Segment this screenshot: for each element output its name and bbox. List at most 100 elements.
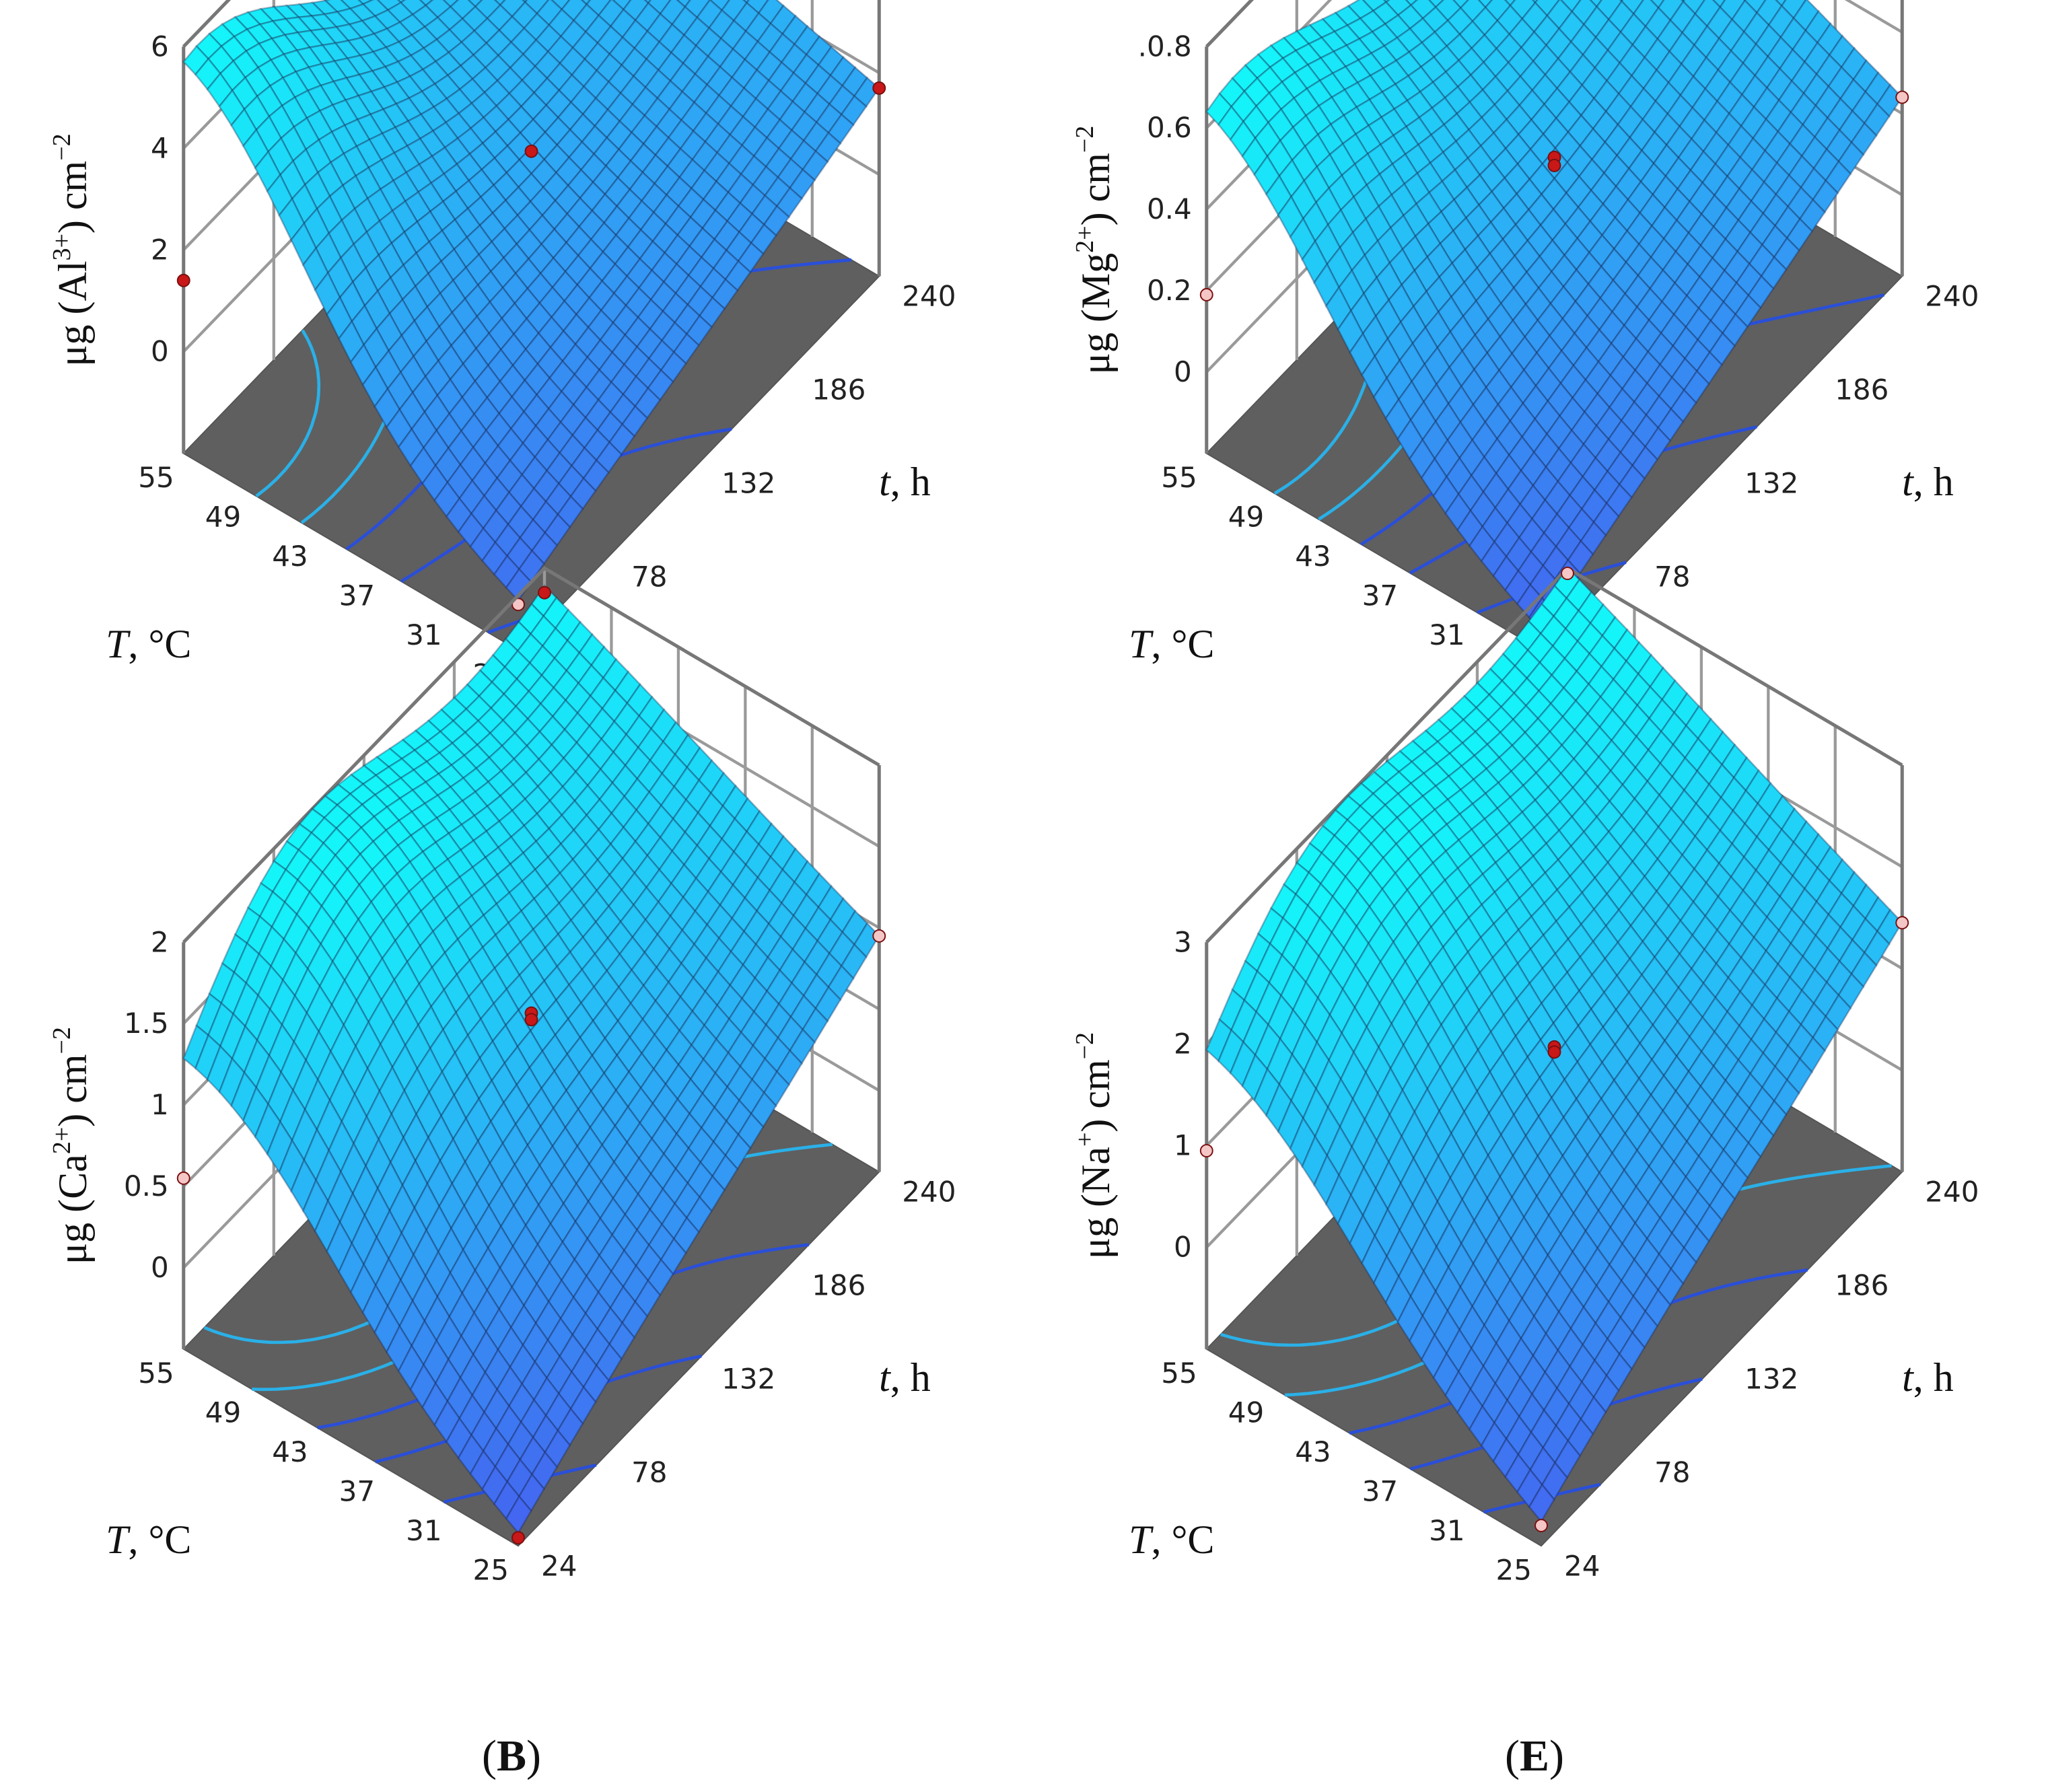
- surface-facet: [660, 351, 687, 384]
- z-tick-label: 0.2: [1147, 274, 1192, 307]
- panel-b: 0 0.5 1 1.5 2 24 78 132 186 240 25 31 37 43 49 55 t, h T,…: [0, 566, 1023, 1791]
- y-tick-label: 49: [205, 500, 241, 533]
- surface-facet: [1686, 244, 1714, 279]
- contour-line: [255, 329, 321, 498]
- surface-facet: [207, 44, 235, 75]
- panel-a: 02462478132186240253137434955t, hT, °Cμg…: [0, 0, 1023, 896]
- x-tick-label: 132: [721, 466, 775, 499]
- x-axis-title: t, h: [1902, 460, 1954, 504]
- surface-facet: [207, 1001, 235, 1048]
- surface-facet: [750, 1091, 777, 1128]
- design-point: [1534, 1519, 1548, 1532]
- tick-labels: 0 0.5 1 1.5 2 24 78 132 186 240 25 31 37 43 49 55: [124, 925, 956, 1586]
- surface-facet: [419, 0, 434, 7]
- y-tick-label: 43: [1295, 1435, 1331, 1468]
- response-surface: [1205, 0, 1903, 633]
- surface-facet: [1685, 1120, 1713, 1158]
- surface-facet: [731, 896, 759, 933]
- surface-facet: [1329, 142, 1356, 177]
- x-tick-label: 24: [541, 1549, 577, 1582]
- surface-facet: [691, 990, 719, 1027]
- design-points: [176, 81, 886, 612]
- surface-facet: [1244, 932, 1271, 973]
- wall-frame: [182, 566, 880, 944]
- surface-facet: [467, 0, 483, 8]
- design-point: [176, 1171, 190, 1185]
- surface-facet: [1531, 0, 1539, 5]
- surface-facet: [1317, 931, 1345, 974]
- y-axis-title: T, °C: [106, 622, 191, 666]
- surface-facet: [294, 66, 322, 92]
- design-point: [524, 144, 538, 158]
- panel-caption: (B): [482, 1731, 541, 1781]
- z-tick-label: 0.5: [124, 1170, 169, 1203]
- surface-facet: [219, 1012, 246, 1061]
- surface-facet: [1650, 0, 1665, 9]
- surface-facet: [827, 113, 855, 145]
- x-tick-label: 78: [1654, 560, 1690, 593]
- surface-facet: [493, 0, 506, 7]
- y-tick-label: 43: [1295, 540, 1331, 573]
- svg-text:μg (Na+) cm−2: μg (Na+) cm−2: [1071, 1032, 1118, 1259]
- panel-caption: (E): [1505, 1731, 1564, 1781]
- surface-facet: [1265, 1083, 1292, 1134]
- z-axis-title: μg (Mg2+) cm−2: [1071, 126, 1118, 375]
- surface-facet: [1452, 0, 1470, 9]
- x-tick-label: 240: [1925, 280, 1979, 313]
- x-tick-label: 186: [812, 373, 866, 406]
- surface-facet: [1427, 0, 1445, 9]
- surface-facet: [1668, 31, 1695, 66]
- surface-facet: [1344, 59, 1372, 84]
- surface-facet: [1790, 921, 1817, 958]
- surface-facet: [349, 343, 377, 386]
- surface-facet: [1242, 104, 1270, 140]
- surface-facet: [306, 110, 333, 141]
- surface-facet: [1230, 89, 1258, 123]
- design-point: [1895, 90, 1909, 104]
- surface-facet: [790, 110, 818, 143]
- surface-facet: [242, 1085, 269, 1139]
- z-tick-label: 0: [1174, 1231, 1192, 1264]
- surface-facet: [1619, 0, 1624, 3]
- z-tick-label: 2: [151, 925, 169, 958]
- surface-facet: [259, 859, 287, 894]
- z-tick-label: 3: [1174, 925, 1192, 958]
- response-surface: [1205, 566, 1903, 1524]
- surface-facet: [1329, 987, 1356, 1035]
- surface-facet: [1714, 976, 1742, 1013]
- design-point: [1561, 567, 1574, 581]
- surface-facet: [1852, 59, 1880, 94]
- surface-plot-d: 00.20.40.6.0.82478132186240253137434955t…: [1071, 0, 1979, 885]
- x-tick-label: 132: [1744, 466, 1798, 499]
- y-axis-title: T, °C: [1129, 1517, 1214, 1562]
- x-tick-label: 240: [902, 280, 956, 313]
- surface-facet: [657, 882, 684, 918]
- y-tick-label: 55: [138, 1357, 174, 1390]
- surface-facet: [1253, 1067, 1281, 1118]
- surface-facet: [219, 59, 247, 92]
- x-tick-label: 240: [1925, 1176, 1979, 1209]
- x-tick-label: 78: [1654, 1456, 1690, 1489]
- surface-facet: [1382, 0, 1390, 4]
- y-tick-label: 49: [1228, 500, 1264, 533]
- y-tick-label: 31: [406, 618, 442, 651]
- tick-labels: 0 1 2 3 24 78 132 186 240 25 31 37 43 49 55: [1161, 925, 1979, 1586]
- surface-facet: [1405, 0, 1419, 7]
- y-tick-label: 49: [205, 1396, 241, 1429]
- surface-facet: [1305, 79, 1333, 108]
- z-axis-title: μg (Ca2+) cm−2: [48, 1027, 95, 1264]
- surface-facet: [698, 296, 726, 328]
- surface-facet: [1773, 1078, 1800, 1116]
- surface-facet: [294, 927, 322, 971]
- surface-facet: [230, 1071, 258, 1122]
- design-points: [176, 585, 886, 1545]
- x-tick-label: 24: [1564, 1549, 1600, 1582]
- z-tick-label: 0.4: [1147, 192, 1192, 225]
- plot-area: [176, 566, 886, 1547]
- surface-facet: [442, 0, 460, 8]
- surface-facet: [1230, 999, 1258, 1044]
- z-tick-label: 2: [1174, 1027, 1192, 1060]
- surface-facet: [267, 137, 294, 177]
- response-surface: [182, 0, 880, 602]
